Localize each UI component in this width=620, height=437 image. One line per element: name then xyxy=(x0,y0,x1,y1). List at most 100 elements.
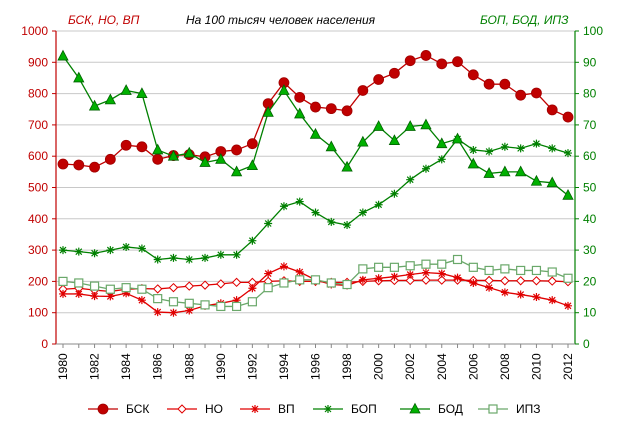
data-point xyxy=(121,283,131,293)
data-point xyxy=(279,202,288,211)
x-tick-label: 1992 xyxy=(245,353,259,380)
data-point xyxy=(467,69,479,81)
data-point xyxy=(120,84,132,95)
x-tick-label: 2010 xyxy=(529,353,543,380)
data-point xyxy=(485,147,494,156)
data-point xyxy=(405,261,415,271)
data-point xyxy=(201,253,210,262)
data-point xyxy=(562,111,574,123)
data-point xyxy=(248,236,257,245)
data-point xyxy=(185,306,194,315)
data-point xyxy=(294,107,306,119)
data-point xyxy=(167,149,180,161)
data-point xyxy=(324,405,332,413)
data-point xyxy=(516,265,526,276)
data-point xyxy=(406,270,415,279)
data-point xyxy=(531,87,542,99)
data-point xyxy=(310,101,321,113)
data-point xyxy=(564,301,572,310)
data-point xyxy=(437,259,447,269)
data-point xyxy=(405,275,415,286)
y-left-tick-label: 600 xyxy=(28,149,48,163)
data-point xyxy=(168,282,179,293)
data-point xyxy=(152,143,164,155)
data-point xyxy=(420,118,432,130)
legend-item: ВП xyxy=(240,402,295,416)
series-0 xyxy=(57,50,574,173)
x-tick-label: 1996 xyxy=(309,353,323,380)
data-point xyxy=(468,262,478,272)
y-left-tick-label: 1000 xyxy=(21,24,48,38)
data-point xyxy=(358,275,367,284)
x-tick-label: 2006 xyxy=(466,353,480,380)
data-point xyxy=(341,160,353,172)
legend-item: БОП xyxy=(313,402,377,416)
data-point xyxy=(406,175,415,184)
y-left-tick-label: 0 xyxy=(41,337,48,351)
data-point xyxy=(451,132,464,144)
data-point xyxy=(547,267,557,277)
data-point xyxy=(184,298,194,308)
legend-label: БСК xyxy=(126,402,149,416)
data-point xyxy=(341,105,353,117)
data-point xyxy=(409,402,421,414)
chart-title: На 100 тысяч человек населения xyxy=(186,13,376,27)
data-point xyxy=(309,127,322,139)
data-point xyxy=(168,297,179,307)
data-point xyxy=(184,281,194,291)
data-point xyxy=(343,221,352,230)
y-right-tick-label: 0 xyxy=(583,337,590,351)
data-point xyxy=(436,58,448,70)
data-point xyxy=(200,300,210,310)
data-point xyxy=(514,165,527,177)
x-tick-label: 2004 xyxy=(435,353,449,380)
data-point xyxy=(484,265,494,276)
data-point xyxy=(390,272,399,281)
data-point xyxy=(548,144,557,153)
data-point xyxy=(500,288,509,297)
y-left-tick-label: 500 xyxy=(28,181,48,195)
data-point xyxy=(106,246,115,255)
data-point xyxy=(216,279,226,289)
data-point xyxy=(500,276,510,286)
data-point xyxy=(216,250,225,259)
data-point xyxy=(247,297,257,307)
data-point xyxy=(183,146,195,158)
data-point xyxy=(90,249,99,258)
data-point xyxy=(357,85,369,96)
data-point xyxy=(421,259,431,269)
data-point xyxy=(500,142,509,151)
data-point xyxy=(263,283,273,293)
data-point xyxy=(278,84,290,95)
data-point xyxy=(326,278,336,288)
data-point xyxy=(295,275,305,285)
y-left-tick-label: 700 xyxy=(28,118,48,132)
data-point xyxy=(388,134,401,145)
data-point xyxy=(246,138,258,150)
x-tick-label: 1982 xyxy=(88,353,102,380)
data-point xyxy=(437,275,447,285)
legend-item: БСК xyxy=(88,402,149,416)
x-tick-label: 1984 xyxy=(119,353,133,380)
data-point xyxy=(452,56,463,68)
data-point xyxy=(232,250,241,259)
data-point xyxy=(58,276,68,286)
data-point xyxy=(515,276,526,286)
x-tick-label: 2008 xyxy=(498,353,512,380)
data-point xyxy=(564,149,572,158)
y-right-tick-label: 90 xyxy=(583,55,597,69)
data-point xyxy=(246,159,259,170)
data-point xyxy=(295,197,304,206)
y-left-tick-label: 200 xyxy=(28,274,48,288)
data-point xyxy=(215,152,227,164)
tick-labels: 0 100 200 300 400 500 600 700 800 900 1000 0 10 20 30 4… xyxy=(21,24,603,380)
y-right-tick-label: 80 xyxy=(583,87,597,101)
data-point xyxy=(169,308,178,317)
data-point xyxy=(74,289,83,298)
y-left-tick-label: 300 xyxy=(28,243,48,257)
data-point xyxy=(294,91,306,103)
data-point xyxy=(137,244,146,253)
series-3 xyxy=(59,134,572,264)
data-point xyxy=(484,275,494,286)
